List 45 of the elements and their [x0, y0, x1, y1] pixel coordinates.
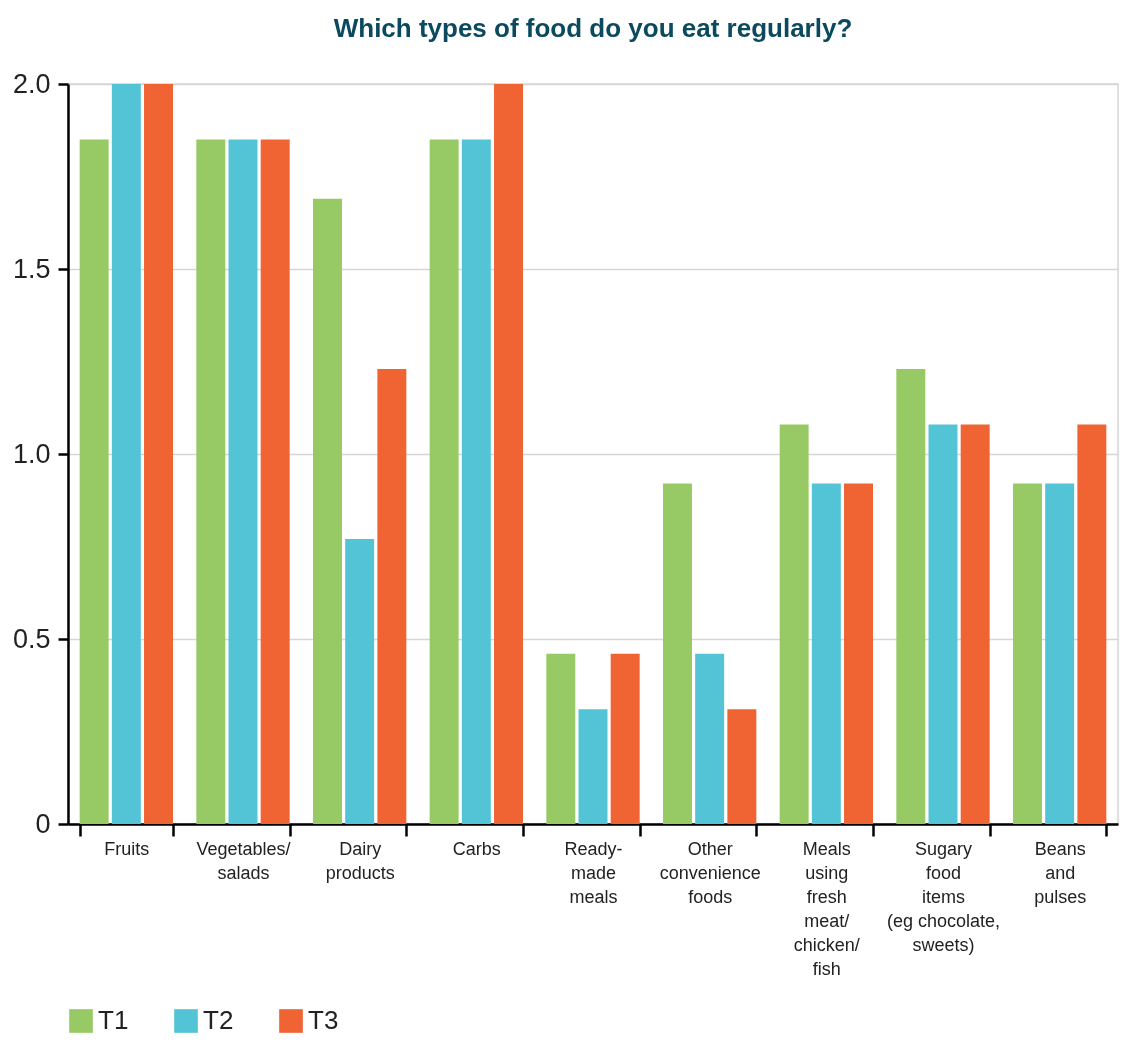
x-tick-label: Ready- made meals [564, 838, 623, 907]
x-tick-label: Dairy products [325, 838, 395, 883]
bar [896, 368, 926, 824]
y-tick-label: 1.5 [12, 253, 51, 284]
bar [663, 483, 692, 824]
bar [196, 139, 226, 824]
legend-label: T1 [98, 1005, 129, 1035]
bar [1045, 483, 1075, 824]
bar [1077, 424, 1107, 824]
bar [928, 424, 958, 824]
bar [345, 539, 375, 824]
bar [461, 139, 491, 824]
x-tick-label: Fruits [104, 838, 150, 859]
bar [111, 84, 141, 824]
bar [79, 139, 109, 824]
y-tick-label: 2.0 [12, 68, 51, 99]
bar [260, 139, 290, 824]
x-tick-label: Vegetables/ salads [196, 838, 291, 883]
y-tick-label: 1.0 [12, 438, 51, 469]
x-tick-label: Carbs [452, 838, 501, 859]
bar [144, 84, 173, 824]
bar [429, 139, 459, 824]
bar [546, 653, 576, 824]
bar [779, 424, 809, 824]
bar [494, 84, 523, 824]
bar [377, 368, 407, 824]
x-tick-label: Beans and pulses [1034, 838, 1087, 907]
bar [1013, 483, 1042, 824]
x-tick-label: Meals using fresh meat/ chicken/ fish [793, 838, 860, 979]
y-tick-label: 0.5 [12, 623, 51, 654]
legend-label: T3 [308, 1005, 339, 1035]
x-tick-label: Sugary food items (eg chocolate, sweets) [886, 838, 1001, 955]
x-tick-label: Other convenience foods [659, 838, 761, 907]
bar [960, 424, 990, 824]
bar [695, 653, 725, 824]
bar [844, 483, 873, 824]
chart-title: Which types of food do you eat regularly? [333, 13, 853, 43]
bar [228, 139, 258, 824]
bar [610, 653, 640, 824]
bar [727, 709, 757, 824]
bar [313, 198, 342, 824]
bar [578, 709, 608, 824]
bar [811, 483, 841, 824]
legend-label: T2 [203, 1005, 234, 1035]
y-tick-label: 0 [35, 808, 51, 839]
